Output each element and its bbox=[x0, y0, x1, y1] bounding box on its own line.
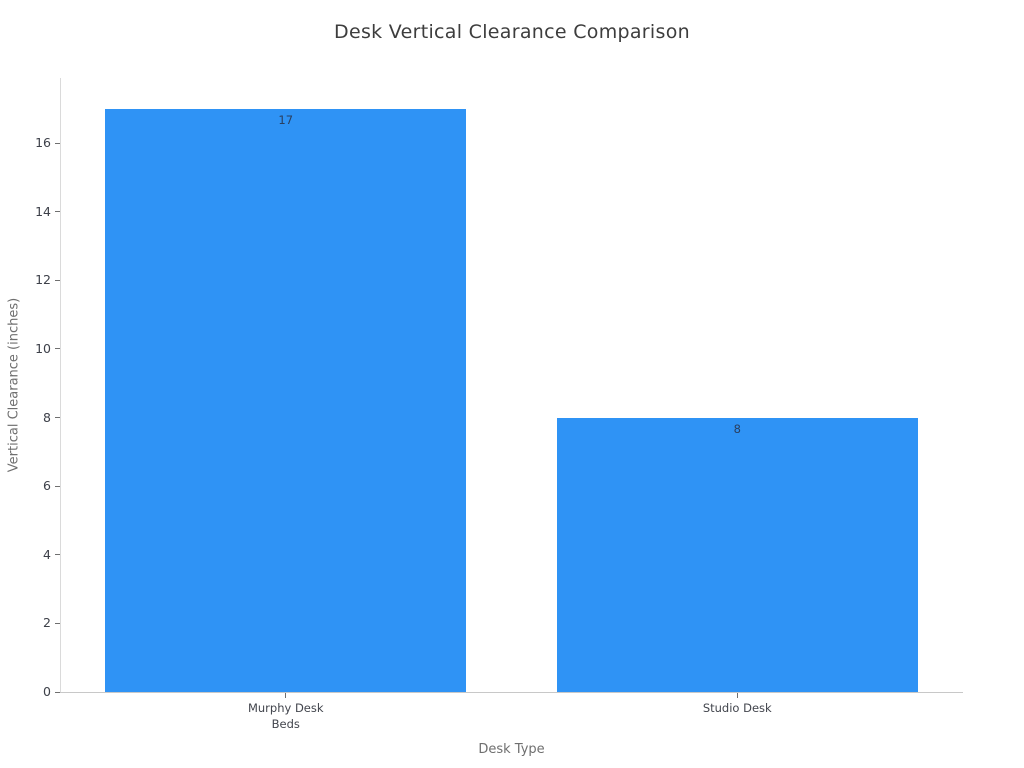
x-axis-title: Desk Type bbox=[478, 742, 545, 757]
bar-value-label: 17 bbox=[278, 112, 294, 127]
y-tick-mark bbox=[55, 554, 60, 556]
plot-area: 0 2 4 6 8 10 12 14 16 17 Murphy Desk Beds 8 Studio D… bbox=[35, 78, 963, 731]
y-tick-label: 10 bbox=[35, 340, 51, 356]
x-tick-label: Murphy Desk Beds bbox=[247, 701, 324, 731]
bar bbox=[556, 417, 918, 692]
y-tick-mark bbox=[55, 211, 60, 213]
y-tick-label: 8 bbox=[43, 409, 51, 425]
x-tick-label: Studio Desk bbox=[702, 701, 772, 715]
bar bbox=[105, 108, 467, 692]
y-axis-title: Vertical Clearance (inches) bbox=[6, 297, 22, 473]
chart-title: Desk Vertical Clearance Comparison bbox=[334, 21, 690, 43]
y-tick-mark bbox=[55, 485, 60, 487]
y-tick-mark bbox=[55, 622, 60, 624]
x-axis-spine bbox=[60, 692, 963, 693]
y-tick-mark bbox=[55, 417, 60, 419]
y-tick-label: 0 bbox=[43, 684, 51, 699]
y-tick-label: 12 bbox=[35, 272, 51, 288]
x-tick-mark bbox=[736, 693, 738, 698]
bar-value-label: 8 bbox=[733, 421, 741, 436]
y-tick-mark bbox=[55, 142, 60, 144]
y-tick-label: 4 bbox=[43, 546, 51, 562]
y-tick-label: 14 bbox=[35, 203, 51, 219]
y-tick-mark bbox=[55, 348, 60, 350]
y-tick-mark bbox=[55, 279, 60, 281]
y-tick-label: 2 bbox=[43, 615, 51, 631]
y-tick-label: 6 bbox=[43, 478, 51, 494]
x-tick-mark bbox=[285, 693, 287, 698]
y-tick-label: 16 bbox=[35, 135, 51, 151]
y-tick-mark bbox=[55, 691, 60, 693]
y-axis-spine bbox=[60, 78, 61, 692]
